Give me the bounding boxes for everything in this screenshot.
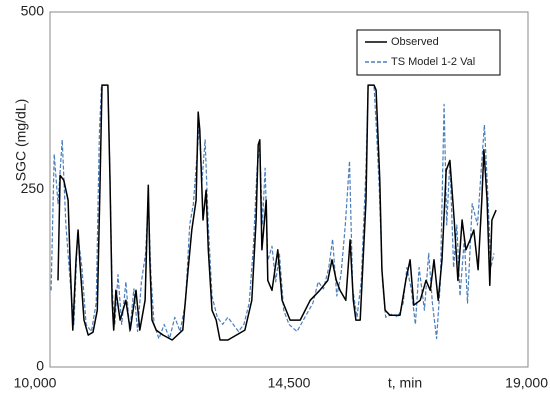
x-tick-label: 19,000 bbox=[505, 375, 548, 391]
y-axis-label: SGC (mg/dL) bbox=[13, 99, 29, 181]
y-tick-label: 250 bbox=[21, 180, 45, 196]
y-tick-label: 500 bbox=[21, 3, 45, 19]
series-line bbox=[50, 84, 495, 340]
x-tick-label: 10,000 bbox=[14, 375, 57, 391]
series-line bbox=[57, 84, 497, 341]
legend-label: TS Model 1-2 Val bbox=[391, 56, 475, 68]
x-tick-label: 14,500 bbox=[268, 375, 311, 391]
legend-label: Observed bbox=[391, 36, 439, 48]
x-axis-label: t, min bbox=[388, 375, 422, 391]
legend-box bbox=[356, 29, 501, 76]
legend: Observed TS Model 1-2 Val bbox=[356, 29, 501, 76]
plot-frame bbox=[49, 11, 529, 368]
y-tick-label: 0 bbox=[36, 358, 44, 374]
